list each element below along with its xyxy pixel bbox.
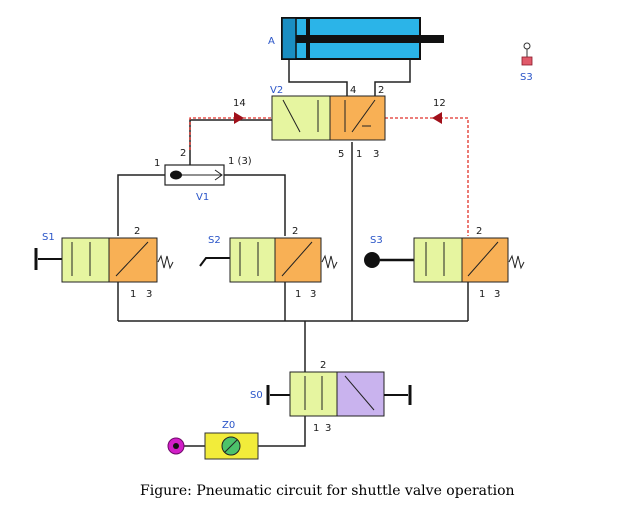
valve-v2[interactable] — [271, 95, 386, 141]
limit-switch-icon[interactable] — [521, 42, 533, 66]
filter-z0[interactable] — [204, 432, 259, 460]
cylinder-label: A — [268, 36, 275, 47]
cylinder-a[interactable] — [281, 17, 444, 60]
s2-port-3: 3 — [310, 289, 316, 300]
valve-s0[interactable] — [266, 371, 412, 417]
pilot-14-arrow — [234, 112, 244, 124]
s2-port-1: 1 — [295, 289, 301, 300]
shuttle-valve-v1[interactable] — [164, 164, 225, 186]
v2-label: V2 — [270, 85, 283, 96]
v2-port-4: 4 — [350, 85, 356, 96]
s2-port-2: 2 — [292, 226, 298, 237]
s3-port-3: 3 — [494, 289, 500, 300]
valve-s3[interactable] — [364, 237, 525, 283]
s3-top-label: S3 — [520, 72, 533, 83]
v1-port-a: 1 — [154, 158, 160, 169]
v2-port-3: 3 — [373, 149, 379, 160]
figure-caption: Figure: Pneumatic circuit for shuttle va… — [140, 483, 515, 499]
z0-label: Z0 — [222, 420, 235, 431]
valve-s2[interactable] — [199, 237, 338, 283]
s3-label: S3 — [370, 235, 383, 246]
pilot-12-arrow — [432, 112, 442, 124]
s0-port-3: 3 — [325, 423, 331, 434]
s1-port-1: 1 — [130, 289, 136, 300]
s0-port-1: 1 — [313, 423, 319, 434]
v2-port-2: 2 — [378, 85, 384, 96]
s0-label: S0 — [250, 390, 263, 401]
s0-port-2: 2 — [320, 360, 326, 371]
s1-port-2: 2 — [134, 226, 140, 237]
s1-label: S1 — [42, 232, 55, 243]
pilot-14-label: 14 — [233, 98, 246, 109]
s3-port-2: 2 — [476, 226, 482, 237]
v1-label: V1 — [196, 192, 209, 203]
air-source-icon[interactable] — [167, 437, 185, 455]
pilot-12-label: 12 — [433, 98, 446, 109]
v1-port-out: 2 — [180, 148, 186, 159]
v1-port-b: 1 (3) — [228, 156, 252, 167]
s3-port-1: 1 — [479, 289, 485, 300]
v2-port-5: 5 — [338, 149, 344, 160]
pilot-lines — [189, 117, 469, 236]
v2-port-1: 1 — [356, 149, 362, 160]
valve-s1[interactable] — [34, 237, 174, 283]
s1-port-3: 3 — [146, 289, 152, 300]
s2-label: S2 — [208, 235, 221, 246]
